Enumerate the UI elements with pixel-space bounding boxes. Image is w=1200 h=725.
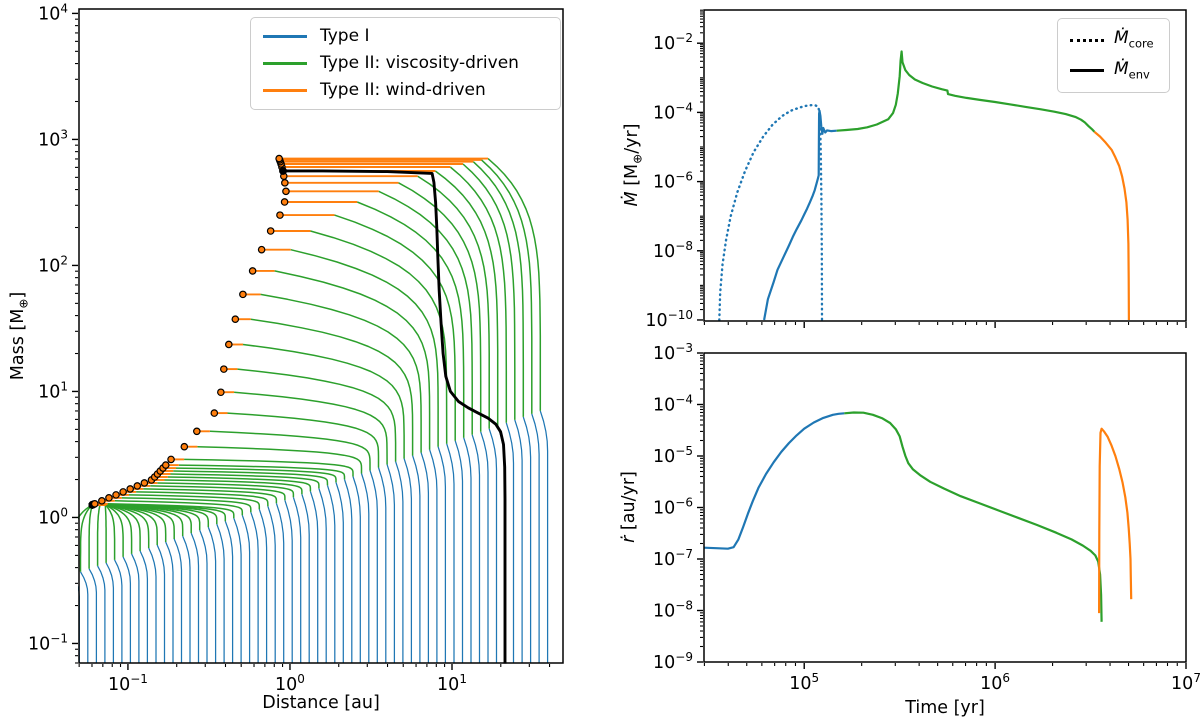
solid-line-swatch [1070, 69, 1104, 73]
svg-text:100: 100 [38, 505, 68, 528]
type2-wind-tracks [92, 157, 488, 506]
svg-text:101: 101 [437, 672, 467, 695]
migration-rate-series [703, 411, 1133, 622]
accretion-rate-series [718, 50, 1130, 322]
type1-tracks [78, 410, 549, 663]
svg-text:101: 101 [38, 379, 68, 402]
svg-text:105: 105 [789, 671, 819, 694]
svg-text:104: 104 [38, 1, 68, 24]
svg-text:10−7: 10−7 [653, 547, 693, 570]
svg-text:10−4: 10−4 [653, 393, 693, 416]
svg-text:10−3: 10−3 [653, 341, 693, 364]
legend-item-label: Type I [320, 26, 370, 46]
type2-viscosity-line-swatch [263, 62, 307, 65]
svg-text:106: 106 [980, 671, 1010, 694]
legend-item-type2-viscosity: Type II: viscosity-driven [251, 55, 560, 72]
top-right-y-axis-label: Ṁ [M⊕/yr] [621, 123, 645, 207]
bottom-right-x-axis-label: Time [yr] [905, 698, 985, 718]
legend-item-mdot-env: Ṁenv [1058, 61, 1169, 81]
legend-accretion-rates: Ṁcore Ṁenv [1057, 18, 1170, 93]
dotted-line-swatch [1070, 38, 1104, 42]
highlighted-track [283, 169, 507, 664]
svg-text:10−4: 10−4 [653, 100, 693, 123]
left-panel-axes: 10−1 100 101 10−1 100 101 102 103 104 [28, 1, 564, 695]
svg-text:10−6: 10−6 [653, 170, 693, 193]
svg-text:103: 103 [38, 127, 68, 150]
svg-text:102: 102 [38, 253, 68, 276]
svg-text:10−5: 10−5 [653, 444, 693, 467]
bottom-right-panel-axes: 105 106 107 10−9 10−8 10−7 10−6 10−5 10−4 10−3 [653, 341, 1200, 694]
svg-text:10−9: 10−9 [653, 650, 693, 673]
legend-item-type2-wind: Type II: wind-driven [251, 82, 560, 99]
legend-migration-types: Type I Type II: viscosity-driven Type II… [250, 17, 561, 110]
top-right-panel-axes: 10−10 10−8 10−6 10−4 10−2 [645, 9, 1187, 331]
svg-text:10−8: 10−8 [653, 599, 693, 622]
legend-item-type1: Type I [251, 28, 560, 45]
svg-text:10−6: 10−6 [653, 496, 693, 519]
legend-item-mdot-core: Ṁcore [1058, 30, 1169, 50]
type1-line-swatch [263, 35, 307, 38]
legend-item-label: Type II: viscosity-driven [320, 53, 519, 73]
svg-text:10−10: 10−10 [645, 308, 693, 331]
left-x-axis-label: Distance [au] [262, 693, 380, 713]
svg-text:10−1: 10−1 [108, 672, 148, 695]
svg-text:100: 100 [275, 672, 305, 695]
type2-viscosity-tracks [78, 158, 542, 572]
svg-text:10−8: 10−8 [653, 239, 693, 262]
left-y-axis-label: Mass [M⊕] [7, 291, 31, 381]
type2-wind-line-swatch [263, 89, 307, 92]
legend-item-label: Ṁenv [1114, 59, 1150, 82]
svg-text:107: 107 [1171, 671, 1200, 694]
svg-text:10−1: 10−1 [28, 631, 68, 654]
legend-item-label: Type II: wind-driven [320, 80, 486, 100]
svg-text:10−2: 10−2 [653, 31, 693, 54]
track-endpoint-markers [88, 154, 290, 509]
bottom-right-y-axis-label: ṙ [au/yr] [619, 471, 639, 543]
legend-item-label: Ṁcore [1114, 28, 1154, 51]
